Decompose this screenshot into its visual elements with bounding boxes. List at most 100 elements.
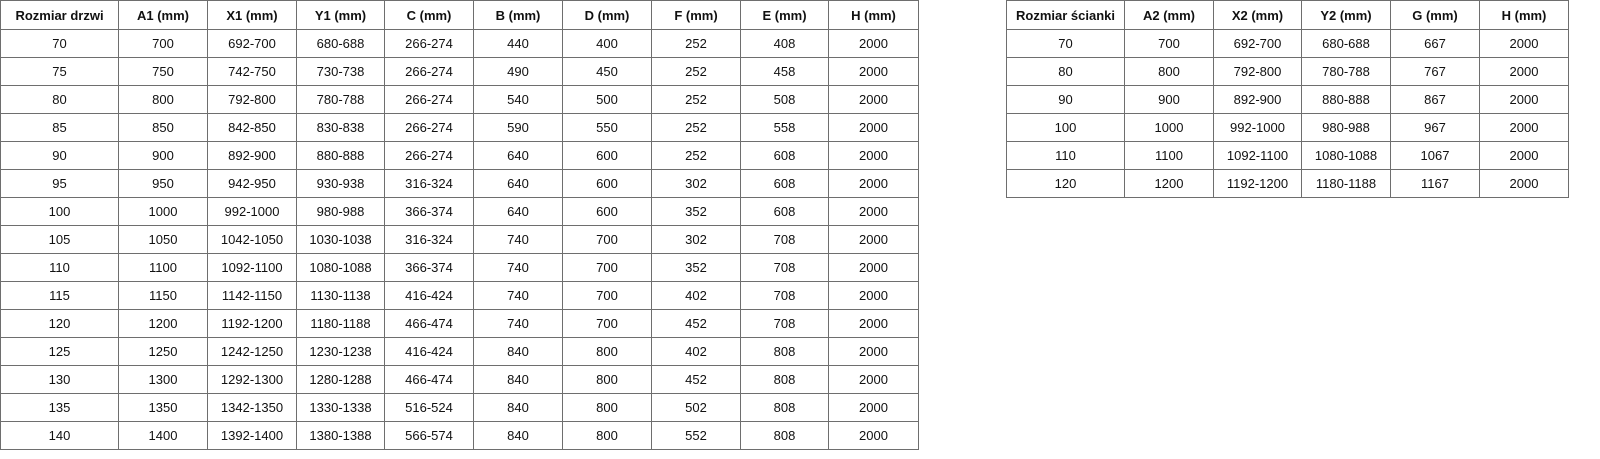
table-cell: 266-274: [384, 141, 474, 170]
table-cell: 640: [473, 169, 563, 198]
column-header: A2 (mm): [1124, 0, 1214, 30]
table-cell: 840: [473, 421, 563, 450]
table-cell: 2000: [828, 57, 919, 86]
table-cell: 792-800: [207, 85, 297, 114]
door-dimensions-table: Rozmiar drzwi A1 (mm) X1 (mm) Y1 (mm) C (mm)…: [0, 0, 919, 450]
table-cell: 808: [740, 421, 829, 450]
table-cell: 316-324: [384, 225, 474, 254]
table-cell: 400: [562, 29, 652, 58]
table-cell: 1342-1350: [207, 393, 297, 422]
table-cell: 1392-1400: [207, 421, 297, 450]
table-cell: 2000: [828, 281, 919, 310]
table-cell: 780-788: [1301, 57, 1391, 86]
table-cell: 2000: [828, 365, 919, 394]
table-cell: 800: [562, 337, 652, 366]
table-cell: 490: [473, 57, 563, 86]
table-cell: 608: [740, 169, 829, 198]
table-cell: 2000: [1479, 57, 1569, 86]
table-cell: 1330-1338: [296, 393, 385, 422]
table-cell: 110: [1006, 141, 1125, 170]
table-row: 75 750 742-750 730-738 266-274 490 450 252 458 20…: [0, 57, 919, 86]
table-cell: 266-274: [384, 57, 474, 86]
table-cell: 1100: [1124, 141, 1214, 170]
table-cell: 1092-1100: [1213, 141, 1302, 170]
table-cell: 100: [1006, 113, 1125, 142]
table-cell: 680-688: [296, 29, 385, 58]
table-cell: 1000: [1124, 113, 1214, 142]
table-cell: 466-474: [384, 309, 474, 338]
table-cell: 502: [651, 393, 741, 422]
table-cell: 1380-1388: [296, 421, 385, 450]
table-cell: 730-738: [296, 57, 385, 86]
table-cell: 1192-1200: [1213, 169, 1302, 198]
table-row: 80 800 792-800 780-788 767 2000: [1006, 57, 1569, 86]
table-cell: 1130-1138: [296, 281, 385, 310]
table-row: 90 900 892-900 880-888 867 2000: [1006, 85, 1569, 114]
table-cell: 2000: [828, 113, 919, 142]
table-cell: 942-950: [207, 169, 297, 198]
table-cell: 1292-1300: [207, 365, 297, 394]
table-cell: 366-374: [384, 253, 474, 282]
table-cell: 680-688: [1301, 29, 1391, 58]
table-cell: 110: [0, 253, 119, 282]
table-cell: 1080-1088: [296, 253, 385, 282]
table-cell: 550: [562, 113, 652, 142]
table-cell: 2000: [828, 337, 919, 366]
table-row: 95 950 942-950 930-938 316-324 640 600 302 608 20…: [0, 169, 919, 198]
table-row: 135 1350 1342-1350 1330-1338 516-524 840 800 50…: [0, 393, 919, 422]
table-cell: 302: [651, 225, 741, 254]
table-cell: 667: [1390, 29, 1480, 58]
table-cell: 70: [1006, 29, 1125, 58]
table-cell: 2000: [1479, 29, 1569, 58]
table-cell: 366-374: [384, 197, 474, 226]
table-cell: 767: [1390, 57, 1480, 86]
table-cell: 352: [651, 197, 741, 226]
table-cell: 708: [740, 225, 829, 254]
table-cell: 967: [1390, 113, 1480, 142]
table-cell: 1042-1050: [207, 225, 297, 254]
table-cell: 700: [562, 309, 652, 338]
table-cell: 900: [1124, 85, 1214, 114]
table-cell: 302: [651, 169, 741, 198]
table-cell: 800: [562, 365, 652, 394]
table-cell: 1200: [1124, 169, 1214, 198]
table-cell: 708: [740, 309, 829, 338]
table-cell: 252: [651, 29, 741, 58]
table-cell: 252: [651, 57, 741, 86]
table-cell: 105: [0, 225, 119, 254]
table-cell: 2000: [1479, 113, 1569, 142]
table-cell: 700: [562, 225, 652, 254]
table-cell: 402: [651, 337, 741, 366]
table-cell: 540: [473, 85, 563, 114]
table-cell: 125: [0, 337, 119, 366]
table-cell: 1100: [118, 253, 208, 282]
table-cell: 892-900: [1213, 85, 1302, 114]
column-header: X2 (mm): [1213, 0, 1302, 30]
table-cell: 992-1000: [207, 197, 297, 226]
column-header: Y1 (mm): [296, 0, 385, 30]
table-cell: 800: [118, 85, 208, 114]
table-row: 140 1400 1392-1400 1380-1388 566-574 840 800 55…: [0, 421, 919, 450]
table-cell: 508: [740, 85, 829, 114]
table-cell: 266-274: [384, 113, 474, 142]
table-cell: 90: [0, 141, 119, 170]
column-header: H (mm): [828, 0, 919, 30]
table-cell: 708: [740, 253, 829, 282]
table-cell: 75: [0, 57, 119, 86]
table-cell: 1167: [1390, 169, 1480, 198]
table-cell: 840: [473, 393, 563, 422]
table-cell: 800: [562, 421, 652, 450]
table-row: 130 1300 1292-1300 1280-1288 466-474 840 800 45…: [0, 365, 919, 394]
table-cell: 80: [1006, 57, 1125, 86]
table-cell: 880-888: [1301, 85, 1391, 114]
table-cell: 600: [562, 169, 652, 198]
table-cell: 792-800: [1213, 57, 1302, 86]
column-header: Rozmiar ścianki: [1006, 0, 1125, 30]
column-header: X1 (mm): [207, 0, 297, 30]
table-cell: 880-888: [296, 141, 385, 170]
table-cell: 120: [1006, 169, 1125, 198]
table-cell: 466-474: [384, 365, 474, 394]
table-row: 85 850 842-850 830-838 266-274 590 550 252 558 20…: [0, 113, 919, 142]
table-cell: 140: [0, 421, 119, 450]
column-header: C (mm): [384, 0, 474, 30]
